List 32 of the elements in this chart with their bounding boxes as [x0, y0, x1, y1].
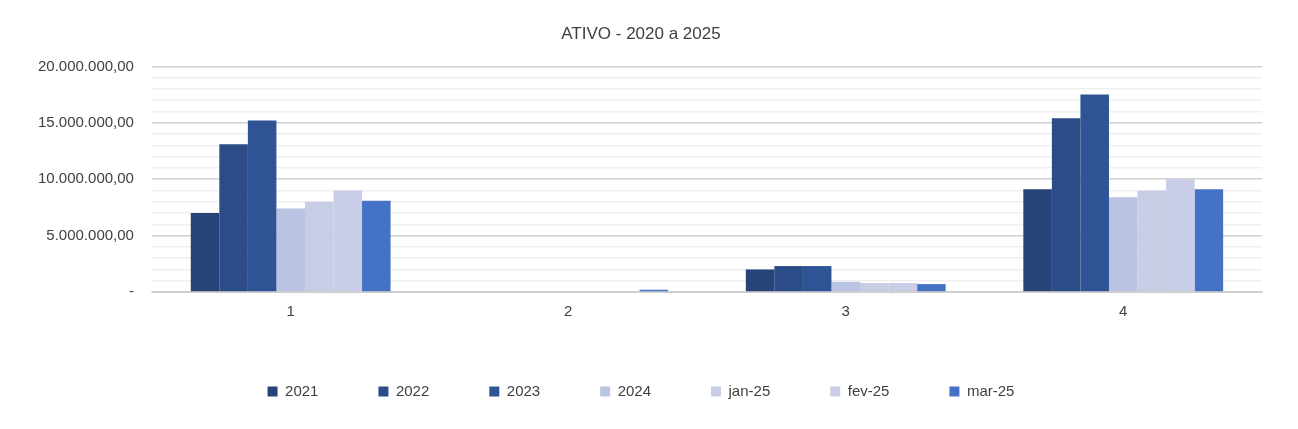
bar: [802, 266, 832, 292]
legend-label: jan-25: [727, 381, 771, 399]
x-tick-label: 1: [286, 302, 295, 320]
y-tick-label: 15.000.000,00: [37, 112, 134, 130]
bar: [745, 269, 775, 292]
chart-title: ATIVO - 2020 a 2025: [561, 23, 721, 43]
legend-label: mar-25: [966, 381, 1015, 399]
y-tick-label: -: [128, 282, 134, 300]
bar: [1080, 94, 1109, 292]
legend-label: fev-25: [847, 381, 890, 399]
x-tick-label: 3: [841, 302, 850, 320]
bar: [247, 120, 277, 292]
bar: [362, 200, 391, 292]
x-tick-label: 4: [1119, 302, 1128, 320]
bar: [190, 213, 220, 292]
legend-label: 2022: [395, 381, 430, 399]
bar: [219, 144, 248, 292]
bar: [276, 208, 305, 292]
legend-label: 2021: [285, 381, 319, 399]
y-tick-label: 10.000.000,00: [37, 169, 134, 187]
bar: [917, 284, 946, 292]
bar: [831, 281, 860, 292]
y-tick-label: 5.000.000,00: [46, 225, 134, 243]
bar: [1108, 197, 1138, 292]
x-tick-label: 2: [564, 302, 573, 320]
bar: [774, 266, 803, 292]
legend-label: 2024: [617, 381, 652, 399]
bar: [1194, 189, 1224, 292]
bar: [1023, 189, 1052, 292]
legend-label: 2023: [506, 381, 541, 399]
y-tick-label: 20.000.000,00: [37, 56, 134, 74]
bar: [1051, 118, 1081, 292]
